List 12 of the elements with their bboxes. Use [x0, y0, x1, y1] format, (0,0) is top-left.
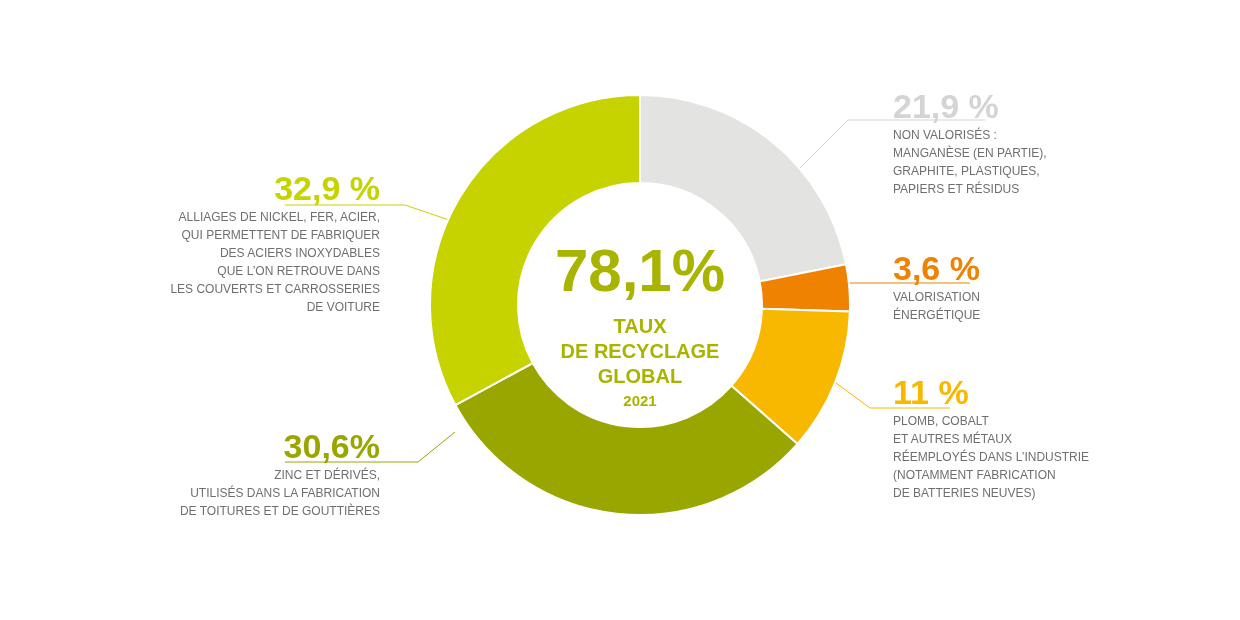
data-label: 11 % [893, 373, 969, 411]
data-label: 30,6% [283, 427, 380, 465]
slice-label: ALLIAGES DE NICKEL, FER, ACIER, QUI PERMETTENT DE FABRIQUER DES ACIERS INOXYDABLES QUE L’ON RETROUVE DANS LES COUVERTS ET CARROSSERIES DE VOITURE [170, 210, 381, 314]
data-label: 32,9 % [274, 169, 380, 207]
slice-label: VALORISATION ÉNERGÉTIQUE [893, 290, 981, 322]
text: 78,1% [554, 236, 726, 304]
text: 2021 [623, 392, 657, 409]
slice-label: NON VALORISÉS : MANGANÈSE (EN PARTIE), GRAPHITE, PLASTIQUES, PAPIERS ET RÉSIDUS [893, 127, 1047, 196]
slice-label: PLOMB, COBALT ET AUTRES MÉTAUX RÉEMPLOYÉS DANS L’INDUSTRIE (NOTAMMENT FABRICATION DE BATTERIES NEUVES) [893, 414, 1090, 500]
slice-label: ZINC ET DÉRIVÉS, UTILISÉS DANS LA FABRICATION DE TOITURES ET DE GOUTTIÈRES [179, 467, 380, 518]
data-label: 3,6 % [893, 249, 980, 287]
text: TAUX DE RECYCLAGE GLOBAL [560, 314, 720, 387]
